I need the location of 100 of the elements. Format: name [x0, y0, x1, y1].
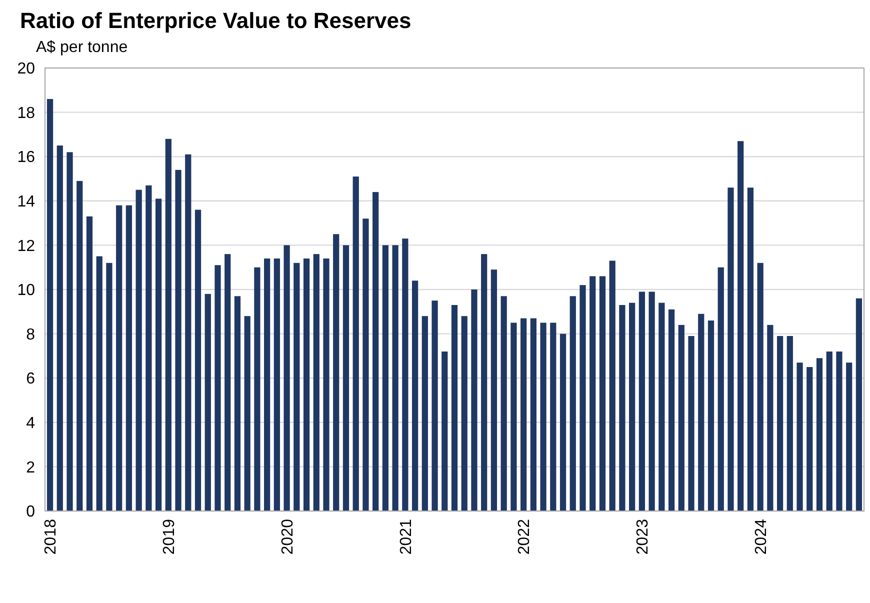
- bar: [313, 254, 320, 511]
- bar: [738, 141, 744, 511]
- bar: [442, 352, 448, 511]
- bar: [412, 280, 418, 511]
- bar: [451, 305, 458, 511]
- bar: [728, 188, 734, 511]
- bar: [708, 320, 714, 511]
- bar: [510, 322, 517, 511]
- bar: [836, 352, 842, 511]
- bar: [590, 276, 596, 511]
- bar: [767, 324, 774, 511]
- bar: [826, 352, 832, 511]
- x-tick-label: 2021: [398, 518, 415, 555]
- y-tick-label: 4: [26, 415, 36, 432]
- bar: [146, 185, 152, 511]
- bar: [96, 256, 102, 511]
- bar: [303, 258, 310, 511]
- y-tick-label: 2: [26, 459, 36, 476]
- bar: [76, 180, 83, 511]
- bar: [619, 305, 626, 511]
- bar: [323, 258, 330, 511]
- y-tick-label: 20: [17, 60, 36, 78]
- bar: [66, 152, 73, 511]
- chart-title: Ratio of Enterprice Value to Reserves: [20, 8, 412, 33]
- y-tick-label: 14: [17, 194, 36, 210]
- y-tick-label: 12: [17, 238, 36, 255]
- x-tick-label: 2022: [516, 518, 534, 555]
- bar: [638, 292, 645, 511]
- bar: [599, 276, 606, 511]
- x-tick-label: 2024: [752, 518, 770, 555]
- bar: [402, 238, 408, 511]
- y-tick-label: 0: [26, 504, 36, 521]
- chart-subtitle: A$ per tonne: [36, 39, 128, 56]
- bar: [274, 258, 280, 511]
- bar: [362, 218, 369, 511]
- bar: [392, 245, 398, 511]
- bar: [224, 254, 231, 511]
- bar: [56, 146, 63, 511]
- bar: [106, 262, 112, 511]
- bar: [846, 362, 852, 511]
- bar: [747, 188, 754, 511]
- x-tick-label: 2018: [42, 518, 60, 555]
- bar: [294, 262, 300, 511]
- bar: [786, 336, 793, 511]
- bar: [86, 216, 93, 511]
- bar: [570, 296, 576, 511]
- bar: [490, 270, 498, 511]
- bar: [698, 314, 704, 511]
- bar: [629, 302, 636, 511]
- bar: [530, 318, 536, 511]
- bar: [471, 290, 478, 511]
- bar: [244, 316, 250, 511]
- bar: [46, 99, 54, 511]
- y-tick-label: 10: [17, 282, 36, 300]
- bar: [204, 294, 211, 511]
- bar: [372, 192, 379, 511]
- bar: [461, 316, 468, 511]
- bar: [352, 176, 359, 511]
- bar: [806, 367, 813, 511]
- bar: [648, 292, 655, 511]
- bar: [342, 245, 350, 511]
- bar: [432, 300, 438, 511]
- bar: [194, 210, 202, 511]
- bar: [234, 296, 241, 511]
- bar: [185, 154, 192, 511]
- bar: [264, 258, 270, 511]
- bar: [214, 265, 221, 511]
- bar: [520, 318, 527, 511]
- bar: [155, 198, 162, 511]
- bar: [136, 190, 142, 511]
- bar: [560, 334, 566, 511]
- y-tick-label: 8: [26, 326, 36, 344]
- bar: [658, 302, 665, 511]
- x-tick-label: 2023: [634, 518, 652, 555]
- bar: [116, 205, 122, 511]
- x-tick-label: 2020: [279, 518, 296, 555]
- bar: [540, 322, 546, 511]
- bar: [688, 336, 694, 511]
- bar: [718, 267, 724, 511]
- y-tick-label: 16: [17, 149, 36, 166]
- bar: [550, 322, 556, 511]
- bar: [175, 170, 182, 511]
- y-tick-label: 6: [26, 370, 36, 388]
- bar: [165, 138, 172, 511]
- bar: [284, 245, 290, 511]
- x-tick-label: 2019: [161, 518, 178, 555]
- bar: [580, 285, 586, 511]
- bar: [816, 358, 823, 511]
- bar: [382, 245, 388, 511]
- bar: [668, 309, 675, 511]
- bar: [678, 324, 684, 511]
- bar: [776, 336, 784, 511]
- bar: [500, 296, 507, 511]
- bar: [481, 254, 488, 511]
- y-tick-label: 18: [17, 104, 36, 122]
- bar: [333, 234, 340, 511]
- bar: [254, 267, 260, 511]
- bar: [796, 362, 803, 511]
- bar: [422, 316, 428, 511]
- bar: [126, 205, 132, 511]
